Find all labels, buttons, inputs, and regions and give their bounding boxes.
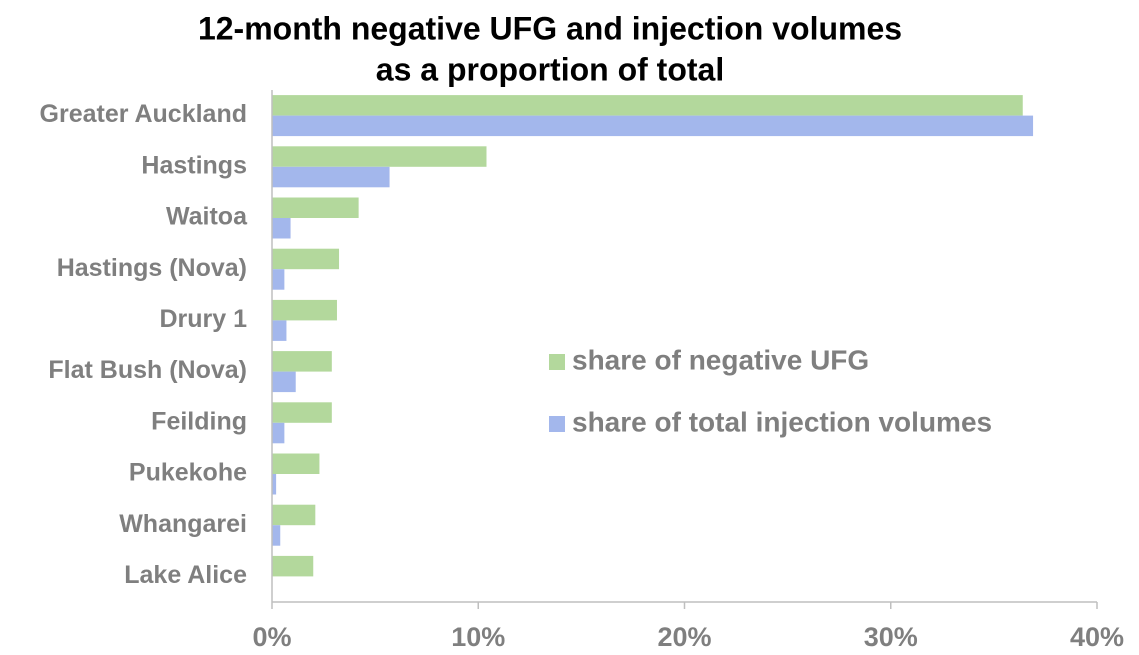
bar [272, 422, 285, 444]
y-tick-label: Flat Bush (Nova) [48, 356, 247, 384]
bar [272, 95, 1023, 116]
x-tick-label: 20% [657, 622, 711, 652]
bar [272, 320, 287, 341]
legend-label: share of negative UFG [572, 344, 869, 375]
bar [272, 525, 281, 546]
bar [272, 371, 296, 393]
y-tick-label: Waitoa [166, 203, 248, 231]
bar [272, 504, 316, 526]
x-tick-label: 30% [864, 622, 918, 652]
bar [272, 248, 340, 270]
x-tick-label: 10% [451, 622, 505, 652]
y-tick-label: Hastings [141, 151, 247, 179]
y-tick-label: Feilding [151, 407, 247, 435]
bar [272, 299, 337, 321]
bar [272, 351, 332, 372]
y-tick-label: Lake Alice [124, 561, 247, 589]
bar [272, 218, 291, 239]
bar [272, 146, 487, 167]
bar [272, 166, 390, 188]
y-tick-label: Hastings (Nova) [57, 254, 247, 282]
legend-swatch [549, 354, 565, 370]
legend-swatch [549, 416, 565, 432]
y-tick-label: Drury 1 [159, 305, 247, 333]
x-tick-label: 0% [252, 622, 291, 652]
legend-label: share of total injection volumes [572, 406, 992, 437]
chart-title: 12-month negative UFG and injection volu… [198, 10, 902, 46]
bar [272, 474, 277, 495]
y-tick-label: Pukekohe [129, 459, 247, 487]
bar [272, 115, 1034, 137]
bar [272, 269, 285, 290]
chart-title: as a proportion of total [376, 51, 724, 87]
y-tick-label: Whangarei [119, 510, 247, 538]
bar [272, 197, 359, 218]
bar [272, 402, 332, 423]
bar [272, 453, 320, 474]
y-tick-label: Greater Auckland [40, 100, 247, 128]
bar [272, 555, 314, 577]
x-tick-label: 40% [1070, 622, 1124, 652]
